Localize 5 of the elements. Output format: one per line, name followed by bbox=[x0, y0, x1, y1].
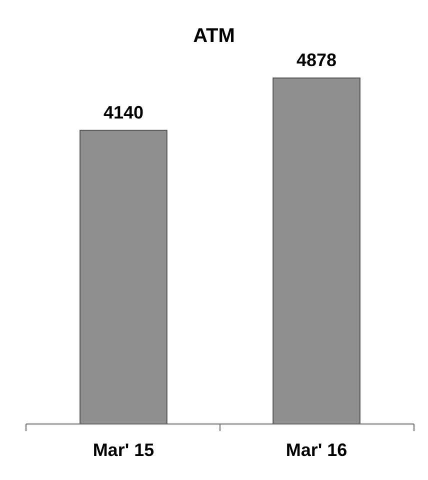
data-label: 4878 bbox=[296, 50, 337, 70]
chart-title: ATM bbox=[193, 25, 235, 47]
data-label: 4140 bbox=[103, 102, 144, 122]
x-tick-label: Mar' 16 bbox=[286, 440, 348, 460]
x-tick-label: Mar' 15 bbox=[92, 440, 154, 460]
